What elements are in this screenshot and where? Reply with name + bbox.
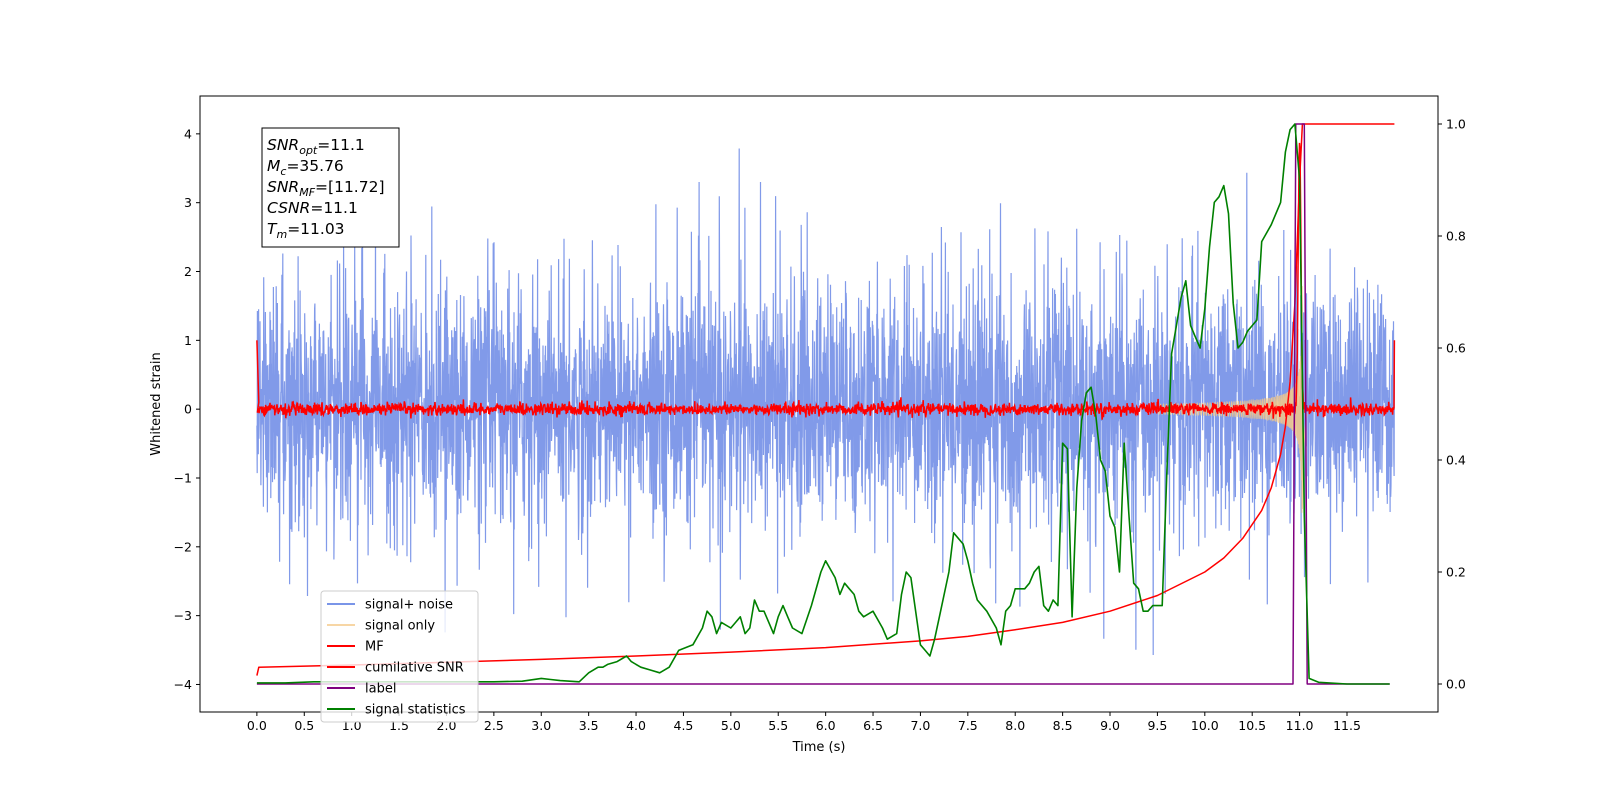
y-tick-label: 0: [184, 402, 192, 417]
legend: signal+ noise signal only MF cumilative SNR…: [320, 590, 479, 723]
annotation-subscript: m: [276, 228, 287, 241]
annotation-symbol: SNR: [267, 178, 299, 196]
annotation-line: Mc=35.76: [267, 157, 344, 178]
y-axis-left: 4 3 2 1 0 −1 −2 −3 −4: [174, 126, 200, 692]
annotation-subscript: c: [280, 165, 286, 178]
x-tick-label: 7.0: [910, 718, 930, 733]
annotation-value: =11.1: [310, 199, 358, 217]
y-tick-label: 1: [184, 333, 192, 348]
annotation-value: =11.03: [287, 220, 344, 238]
legend-frame: [320, 590, 479, 723]
annotation-symbol: M: [267, 157, 280, 175]
x-tick-label: 5.0: [721, 718, 741, 733]
annotation-frame: [261, 127, 400, 248]
x-tick-label: 10.5: [1238, 718, 1266, 733]
legend-entry: signal+ noise: [365, 598, 453, 613]
annotation-symbol: SNR: [267, 136, 299, 154]
legend-entry: cumilative SNR: [365, 661, 464, 676]
x-tick-label: 7.5: [958, 718, 978, 733]
x-tick-label: 2.5: [484, 718, 504, 733]
annotation-value: =[11.72]: [315, 178, 384, 196]
y-tick-label: 4: [184, 126, 192, 141]
x-tick-label: 6.0: [816, 718, 836, 733]
x-tick-label: 0.0: [247, 718, 267, 733]
series-mf: [256, 142, 1396, 420]
legend-entry: signal only: [365, 619, 435, 634]
x-tick-label: 8.5: [1053, 718, 1073, 733]
annotation-line: SNRMF=[11.72]: [267, 178, 385, 199]
y-right-tick-label: 1.0: [1446, 117, 1466, 132]
y-right-tick-label: 0.4: [1446, 453, 1466, 468]
y-right-tick-label: 0.6: [1446, 341, 1466, 356]
y-tick-label: −1: [174, 470, 192, 485]
y-tick-label: −3: [174, 608, 192, 623]
annotation-line: Tm=11.03: [267, 220, 345, 241]
x-tick-label: 9.5: [1147, 718, 1167, 733]
y-axis-label: Whitened strain: [149, 352, 164, 455]
y-right-tick-label: 0.0: [1446, 677, 1466, 692]
x-tick-label: 4.5: [674, 718, 694, 733]
legend-entry: label: [365, 682, 396, 697]
annotation-line: CSNR=11.1: [267, 199, 358, 217]
y-right-tick-label: 0.8: [1446, 229, 1466, 244]
plot-area: [256, 123, 1396, 685]
annotation-line: SNRopt=11.1: [267, 136, 365, 157]
annotation-subscript: MF: [299, 186, 315, 199]
x-tick-label: 11.5: [1333, 718, 1361, 733]
x-tick-label: 10.0: [1191, 718, 1219, 733]
series-signal-statistics: [256, 123, 1390, 685]
annotation-value: =11.1: [317, 136, 365, 154]
annotation-symbol: CSNR: [267, 199, 310, 217]
x-tick-label: 3.5: [579, 718, 599, 733]
y-tick-label: 2: [184, 264, 192, 279]
legend-entry: signal statistics: [365, 703, 466, 718]
series-signal-only: [1156, 286, 1308, 513]
annotation-box: SNRopt=11.1Mc=35.76SNRMF=[11.72]CSNR=11.…: [261, 127, 400, 248]
x-tick-label: 4.0: [626, 718, 646, 733]
y-tick-label: 3: [184, 195, 192, 210]
x-axis-label: Time (s): [792, 740, 846, 755]
annotation-value: =35.76: [286, 157, 343, 175]
x-tick-label: 6.5: [863, 718, 883, 733]
x-tick-label: 11.0: [1286, 718, 1314, 733]
y-axis-right: 1.0 0.8 0.6 0.4 0.2 0.0: [1438, 117, 1466, 692]
x-tick-label: 0.5: [294, 718, 314, 733]
axes-frame: [199, 95, 1439, 713]
y-tick-label: −4: [174, 677, 192, 692]
x-tick-label: 3.0: [531, 718, 551, 733]
x-tick-label: 8.0: [1005, 718, 1025, 733]
x-tick-label: 5.5: [768, 718, 788, 733]
y-right-tick-label: 0.2: [1446, 565, 1466, 580]
series-label: [256, 123, 1390, 685]
y-tick-label: −2: [174, 539, 192, 554]
series-signal-noise: [256, 148, 1395, 656]
series-cumilative-snr: [256, 123, 1395, 676]
annotation-subscript: opt: [299, 144, 318, 157]
annotation-symbol: T: [267, 220, 278, 238]
legend-entry: MF: [365, 640, 384, 655]
x-tick-label: 9.0: [1100, 718, 1120, 733]
